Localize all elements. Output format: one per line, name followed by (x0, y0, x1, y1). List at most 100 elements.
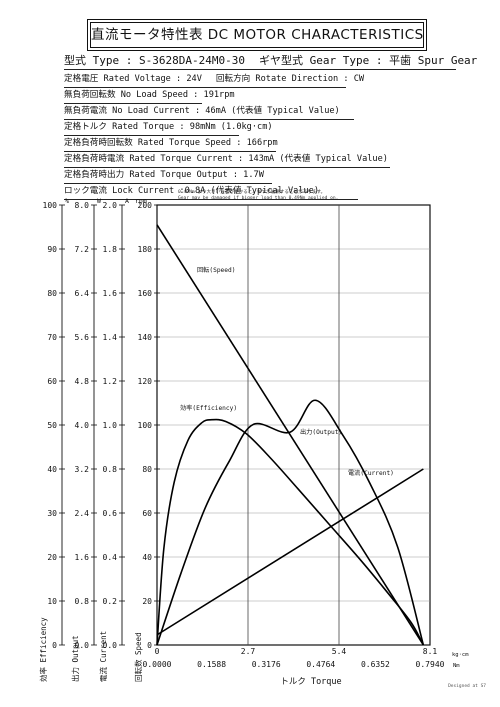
y-tick-label-efficiency: 10 (47, 597, 57, 606)
y-tick-label-output: 0.0 (75, 641, 90, 650)
y-tick-label-current: 1.0 (103, 421, 118, 430)
y-tick-label-speed: 60 (142, 509, 152, 518)
y-tick-label-output: 4.8 (75, 377, 90, 386)
y-tick-label-speed: 180 (138, 245, 153, 254)
y-tick-label-current: 0.8 (103, 465, 118, 474)
y-tick-label-current: 1.2 (103, 377, 118, 386)
rotation-label: 回転方向 Rotate Direction (215, 74, 339, 84)
y-tick-label-efficiency: 100 (43, 201, 58, 210)
speed-line (156, 224, 425, 646)
y-unit-current: A (125, 197, 129, 205)
y-unit-output: W (97, 197, 101, 205)
y-tick-label-output: 0.8 (75, 597, 90, 606)
y-tick-label-current: 1.8 (103, 245, 118, 254)
rated-voltage-label: 定格電圧 Rated Voltage (64, 74, 171, 84)
y-tick-label-efficiency: 0 (52, 641, 57, 650)
y-tick-label-speed: 100 (138, 421, 153, 430)
y-axis-name-current: 電流 Current (98, 631, 108, 682)
rotation-value: CW (353, 74, 365, 84)
no-load-speed-label: 無負荷回転数 No Load Speed (64, 90, 188, 100)
y-tick-label-current: 1.4 (103, 333, 118, 342)
y-tick-label-speed: 20 (142, 597, 152, 606)
y-tick-label-output: 3.2 (75, 465, 90, 474)
x-tick-label-kgcm: 2.7 (241, 647, 256, 656)
spec-row-no-load-current: 無負荷電流 No Load Current : 46mA (代表値 Typica… (64, 104, 354, 120)
rated-torque-speed-label: 定格負荷時回転数 Rated Torque Speed (64, 138, 232, 148)
gear-value-ja: 平歯 (389, 54, 412, 67)
y-tick-label-efficiency: 70 (47, 333, 57, 342)
x-tick-label-kgcm: 0 (155, 647, 160, 656)
x-tick-label-nm: 0.6352 (361, 660, 390, 669)
x-tick-label-nm: 0.0000 (143, 660, 172, 669)
gear-value-en: Spur Gear (417, 54, 478, 67)
x-axis-label: トルク Torque (280, 677, 341, 687)
y-tick-label-current: 0.4 (103, 553, 118, 562)
warning-ja: 0.49Nm より大きい負荷がかかると、ギヤが破損することがあります。 (178, 188, 325, 195)
speed-line-label: 回転(Speed) (197, 266, 235, 274)
rated-torque-speed-value: 166rpm (246, 138, 278, 148)
x-tick-label-nm: 0.4764 (306, 660, 335, 669)
output-curve (156, 399, 425, 646)
axes (59, 204, 160, 646)
y-tick-label-output: 2.4 (75, 509, 90, 518)
y-axis-name-speed: 回転数 Speed (133, 632, 143, 682)
y-tick-label-current: 0.0 (103, 641, 118, 650)
y-tick-label-efficiency: 80 (47, 289, 57, 298)
y-unit-speed: rpm (135, 197, 147, 205)
spec-row-model: 型式 Type : S-3628DA-24M0-30 ギヤ型式 Gear Type… (64, 52, 477, 70)
y-unit-efficiency: % (65, 197, 69, 205)
y-tick-label-speed: 140 (138, 333, 153, 342)
y-tick-label-efficiency: 30 (47, 509, 57, 518)
y-tick-label-efficiency: 50 (47, 421, 57, 430)
y-tick-label-current: 2.0 (103, 201, 118, 210)
spec-row-rated-torque-speed: 定格負荷時回転数 Rated Torque Speed : 166rpm (64, 136, 278, 152)
rated-torque-current-label: 定格負荷時電流 Rated Torque Current (64, 154, 233, 164)
y-axis-name-efficiency: 効率 Efficiency (38, 617, 48, 682)
y-tick-label-output: 8.0 (75, 201, 90, 210)
spec-row-rated-torque: 定格トルク Rated Torque : 98mNm (1.0kg·cm) (64, 120, 273, 136)
spec-row-voltage: 定格電圧 Rated Voltage : 24V 回転方向 Rotate Dire… (64, 72, 364, 88)
gear-label: ギヤ型式 Gear Type (258, 54, 370, 67)
series-lines (156, 224, 425, 646)
chart-labels: 0.49Nm より大きい負荷がかかると、ギヤが破損することがあります。 Gear… (38, 188, 469, 687)
rated-torque-output-value: 1.7W (243, 170, 264, 180)
efficiency-curve-label: 効率(Efficiency) (180, 404, 237, 412)
y-tick-label-current: 0.2 (103, 597, 118, 606)
x-tick-label-nm: 0.3176 (252, 660, 281, 669)
x-unit-bottom: Nm (453, 663, 460, 669)
rated-torque-value: 98mNm (1.0kg·cm) (189, 122, 273, 132)
y-tick-label-current: 0.6 (103, 509, 118, 518)
spec-row-lock-current: ロック電流 Lock Current :0.8A (代表値 Typical Va… (64, 184, 358, 200)
no-load-speed-value: 191rpm (203, 90, 235, 100)
y-tick-label-output: 1.6 (75, 553, 90, 562)
y-tick-label-speed: 40 (142, 553, 152, 562)
y-tick-label-current: 1.6 (103, 289, 118, 298)
title-box: 直流モータ特性表 DC MOTOR CHARACTERISTICS (90, 22, 424, 48)
y-axis-name-output: 出力 Output (70, 635, 80, 682)
y-tick-label-output: 5.6 (75, 333, 90, 342)
warning-en: Gear may be damaged if bigger load than … (178, 195, 338, 201)
spec-row-rated-torque-current: 定格負荷時電流 Rated Torque Current : 143mA (代表… (64, 152, 390, 168)
rated-torque-current-value: 143mA (代表値 Typical Value) (248, 154, 388, 164)
model-value: S-3628DA-24M0-30 (139, 54, 245, 67)
output-curve-label: 出力(Output) (300, 428, 342, 436)
efficiency-curve (156, 418, 425, 646)
x-tick-label-nm: 0.7940 (416, 660, 445, 669)
y-tick-label-speed: 160 (138, 289, 153, 298)
y-tick-label-output: 6.4 (75, 289, 90, 298)
x-tick-label-kgcm: 8.1 (423, 647, 438, 656)
lock-current-label: ロック電流 Lock Current (64, 186, 175, 196)
spec-row-no-load-speed: 無負荷回転数 No Load Speed : 191rpm (64, 88, 235, 104)
y-tick-label-output: 4.0 (75, 421, 90, 430)
y-tick-label-efficiency: 20 (47, 553, 57, 562)
footer-note: Designed at S7 (448, 684, 486, 689)
spec-row-rated-torque-output: 定格負荷時出力 Rated Torque Output : 1.7W (64, 168, 272, 184)
current-line (156, 468, 424, 636)
y-tick-label-speed: 80 (142, 465, 152, 474)
no-load-current-label: 無負荷電流 No Load Current (64, 106, 190, 116)
y-tick-label-efficiency: 60 (47, 377, 57, 386)
lock-current-value: 0.8A (代表値 Typical Value) (184, 186, 320, 196)
y-tick-label-speed: 120 (138, 377, 153, 386)
